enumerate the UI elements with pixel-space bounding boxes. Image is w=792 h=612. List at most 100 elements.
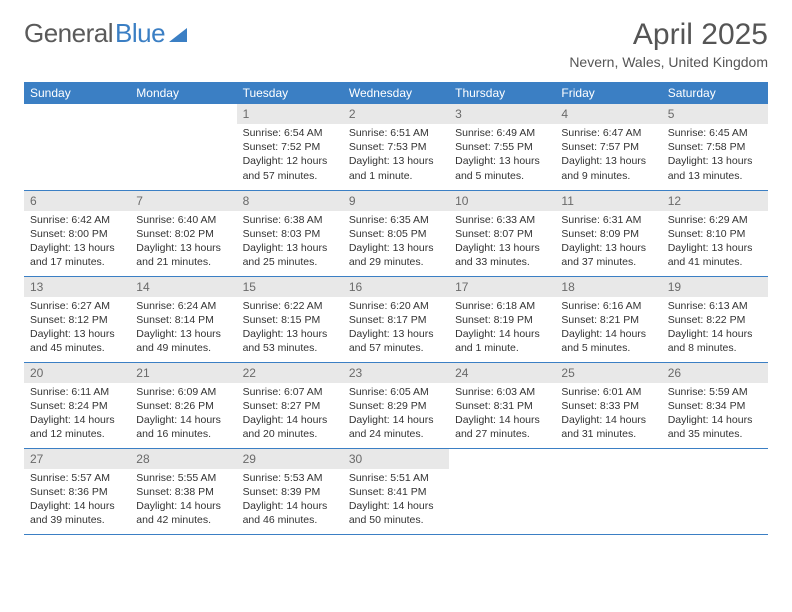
calendar-day-cell: 28Sunrise: 5:55 AMSunset: 8:38 PMDayligh… <box>130 448 236 534</box>
day-number-empty <box>662 449 768 469</box>
calendar-day-cell: 26Sunrise: 5:59 AMSunset: 8:34 PMDayligh… <box>662 362 768 448</box>
day-info-line: Sunset: 8:26 PM <box>136 399 230 413</box>
day-info-line: Daylight: 13 hours <box>561 154 655 168</box>
calendar-day-cell: 11Sunrise: 6:31 AMSunset: 8:09 PMDayligh… <box>555 190 661 276</box>
day-number: 17 <box>449 277 555 297</box>
day-info-line: Daylight: 14 hours <box>349 413 443 427</box>
day-number: 28 <box>130 449 236 469</box>
calendar-week-row: 27Sunrise: 5:57 AMSunset: 8:36 PMDayligh… <box>24 448 768 534</box>
calendar-day-cell: 10Sunrise: 6:33 AMSunset: 8:07 PMDayligh… <box>449 190 555 276</box>
day-number: 7 <box>130 191 236 211</box>
day-info-line: and 29 minutes. <box>349 255 443 269</box>
day-info-line: Sunset: 8:10 PM <box>668 227 762 241</box>
calendar-day-cell: 22Sunrise: 6:07 AMSunset: 8:27 PMDayligh… <box>237 362 343 448</box>
calendar-day-cell: 12Sunrise: 6:29 AMSunset: 8:10 PMDayligh… <box>662 190 768 276</box>
day-info: Sunrise: 6:01 AMSunset: 8:33 PMDaylight:… <box>555 383 661 446</box>
day-number: 11 <box>555 191 661 211</box>
calendar-day-cell: 30Sunrise: 5:51 AMSunset: 8:41 PMDayligh… <box>343 448 449 534</box>
day-info-line: and 50 minutes. <box>349 513 443 527</box>
calendar-day-cell: 24Sunrise: 6:03 AMSunset: 8:31 PMDayligh… <box>449 362 555 448</box>
day-info-line: and 33 minutes. <box>455 255 549 269</box>
day-info-line: and 39 minutes. <box>30 513 124 527</box>
day-number: 2 <box>343 104 449 124</box>
day-info-line: and 21 minutes. <box>136 255 230 269</box>
day-info-line: Sunset: 8:12 PM <box>30 313 124 327</box>
day-info-line: and 20 minutes. <box>243 427 337 441</box>
day-info-line: Sunset: 8:21 PM <box>561 313 655 327</box>
day-number: 30 <box>343 449 449 469</box>
day-info-line: Sunset: 8:31 PM <box>455 399 549 413</box>
day-number: 8 <box>237 191 343 211</box>
logo-text-blue: Blue <box>115 18 165 49</box>
day-info-line: Sunrise: 5:51 AM <box>349 471 443 485</box>
day-number: 22 <box>237 363 343 383</box>
calendar-day-cell: 29Sunrise: 5:53 AMSunset: 8:39 PMDayligh… <box>237 448 343 534</box>
day-number: 21 <box>130 363 236 383</box>
day-info-line: and 37 minutes. <box>561 255 655 269</box>
day-info-line: Daylight: 13 hours <box>30 327 124 341</box>
day-info-line: and 16 minutes. <box>136 427 230 441</box>
day-info-line: Daylight: 12 hours <box>243 154 337 168</box>
day-info-line: Sunset: 8:38 PM <box>136 485 230 499</box>
day-info-line: and 53 minutes. <box>243 341 337 355</box>
day-info-line: and 42 minutes. <box>136 513 230 527</box>
day-info-line: Sunset: 8:05 PM <box>349 227 443 241</box>
day-info-line: Sunset: 7:55 PM <box>455 140 549 154</box>
day-info-line: Sunrise: 5:59 AM <box>668 385 762 399</box>
weekday-header: Friday <box>555 82 661 104</box>
day-info-line: Daylight: 14 hours <box>136 499 230 513</box>
day-info: Sunrise: 6:35 AMSunset: 8:05 PMDaylight:… <box>343 211 449 274</box>
day-info-line: Sunrise: 6:09 AM <box>136 385 230 399</box>
day-info: Sunrise: 6:09 AMSunset: 8:26 PMDaylight:… <box>130 383 236 446</box>
day-info-line: and 17 minutes. <box>30 255 124 269</box>
day-info-line: Sunset: 8:39 PM <box>243 485 337 499</box>
calendar-week-row: 20Sunrise: 6:11 AMSunset: 8:24 PMDayligh… <box>24 362 768 448</box>
day-number: 24 <box>449 363 555 383</box>
day-number: 1 <box>237 104 343 124</box>
calendar-day-cell: 8Sunrise: 6:38 AMSunset: 8:03 PMDaylight… <box>237 190 343 276</box>
day-info-line: Daylight: 14 hours <box>668 327 762 341</box>
day-info-line: Sunrise: 6:20 AM <box>349 299 443 313</box>
weekday-header: Sunday <box>24 82 130 104</box>
calendar-day-cell: 1Sunrise: 6:54 AMSunset: 7:52 PMDaylight… <box>237 104 343 190</box>
calendar-day-cell: 14Sunrise: 6:24 AMSunset: 8:14 PMDayligh… <box>130 276 236 362</box>
day-number: 5 <box>662 104 768 124</box>
calendar-table: SundayMondayTuesdayWednesdayThursdayFrid… <box>24 82 768 535</box>
logo: GeneralBlue <box>24 18 187 49</box>
day-info-line: Daylight: 13 hours <box>136 241 230 255</box>
day-info: Sunrise: 6:27 AMSunset: 8:12 PMDaylight:… <box>24 297 130 360</box>
day-info-line: Sunset: 7:52 PM <box>243 140 337 154</box>
calendar-day-cell <box>662 448 768 534</box>
day-info-line: Daylight: 13 hours <box>349 241 443 255</box>
day-info: Sunrise: 6:47 AMSunset: 7:57 PMDaylight:… <box>555 124 661 187</box>
day-info-line: Sunset: 7:57 PM <box>561 140 655 154</box>
calendar-day-cell: 20Sunrise: 6:11 AMSunset: 8:24 PMDayligh… <box>24 362 130 448</box>
day-info-line: Sunset: 7:58 PM <box>668 140 762 154</box>
day-info-line: Sunrise: 6:07 AM <box>243 385 337 399</box>
day-info-line: and 1 minute. <box>349 169 443 183</box>
day-info-line: and 25 minutes. <box>243 255 337 269</box>
day-number: 27 <box>24 449 130 469</box>
calendar-day-cell: 5Sunrise: 6:45 AMSunset: 7:58 PMDaylight… <box>662 104 768 190</box>
day-info: Sunrise: 6:45 AMSunset: 7:58 PMDaylight:… <box>662 124 768 187</box>
day-info-line: and 5 minutes. <box>561 341 655 355</box>
day-info: Sunrise: 6:16 AMSunset: 8:21 PMDaylight:… <box>555 297 661 360</box>
day-info-line: and 8 minutes. <box>668 341 762 355</box>
day-number: 29 <box>237 449 343 469</box>
day-number: 3 <box>449 104 555 124</box>
day-info-line: Sunset: 8:22 PM <box>668 313 762 327</box>
day-info-line: Daylight: 13 hours <box>136 327 230 341</box>
day-info-line: Sunset: 8:34 PM <box>668 399 762 413</box>
day-number: 12 <box>662 191 768 211</box>
calendar-day-cell: 13Sunrise: 6:27 AMSunset: 8:12 PMDayligh… <box>24 276 130 362</box>
day-info-line: Daylight: 14 hours <box>455 327 549 341</box>
day-info-line: Sunrise: 5:57 AM <box>30 471 124 485</box>
day-info-line: Daylight: 13 hours <box>349 327 443 341</box>
day-info-line: and 12 minutes. <box>30 427 124 441</box>
day-info-line: Sunset: 8:14 PM <box>136 313 230 327</box>
day-info-line: Daylight: 14 hours <box>136 413 230 427</box>
day-info-line: Sunrise: 6:22 AM <box>243 299 337 313</box>
day-info-line: and 27 minutes. <box>455 427 549 441</box>
day-number-empty <box>130 104 236 124</box>
day-info-line: Daylight: 14 hours <box>30 413 124 427</box>
